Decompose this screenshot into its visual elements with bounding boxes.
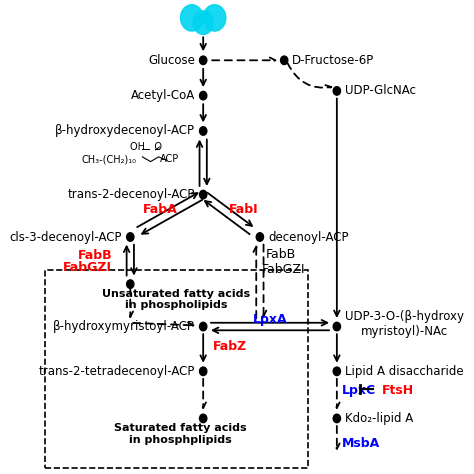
Text: FabB: FabB [77,249,112,262]
Bar [45,270,309,468]
Circle shape [203,5,226,31]
Text: FabGZI: FabGZI [262,263,305,275]
Text: Acetyl-CoA: Acetyl-CoA [131,89,195,102]
Circle shape [193,11,213,35]
Circle shape [333,367,340,375]
Text: CH₃-(CH₂)₁₀: CH₃-(CH₂)₁₀ [82,154,137,164]
Text: FabGZI: FabGZI [63,261,112,274]
Text: Lipid A disaccharide: Lipid A disaccharide [345,365,464,378]
Text: β-hydroxydecenoyl-ACP: β-hydroxydecenoyl-ACP [55,125,195,137]
Text: Kdo₂-lipid A: Kdo₂-lipid A [345,412,413,425]
Text: trans-2-decenoyl-ACP: trans-2-decenoyl-ACP [68,188,195,201]
Text: Saturated fatty acids
in phosphplipids: Saturated fatty acids in phosphplipids [114,423,246,445]
Text: UDP-3-O-(β-hydroxy
myristoyl)-NAc: UDP-3-O-(β-hydroxy myristoyl)-NAc [345,310,464,338]
Text: LpxA: LpxA [253,313,287,326]
Text: ACP: ACP [160,154,179,164]
Circle shape [200,91,207,100]
Circle shape [181,5,203,31]
Circle shape [200,191,207,199]
Text: β-hydroxymyristoyl-ACP: β-hydroxymyristoyl-ACP [53,320,195,333]
Circle shape [127,233,134,241]
Text: UDP-GlcNAc: UDP-GlcNAc [345,84,416,98]
Circle shape [333,414,340,423]
Text: OH   O: OH O [130,143,163,153]
Circle shape [200,56,207,64]
Circle shape [333,322,340,331]
Circle shape [200,127,207,135]
Text: cls-3-decenoyl-ACP: cls-3-decenoyl-ACP [9,230,122,244]
Text: Glucose: Glucose [148,54,195,67]
Text: FabB: FabB [266,248,296,261]
Circle shape [200,322,207,331]
Text: LpxC: LpxC [342,383,376,397]
Circle shape [200,414,207,423]
Text: Unsaturated fatty acids
in phospholipids: Unsaturated fatty acids in phospholipids [102,289,250,310]
Circle shape [256,233,264,241]
Text: decenoyl-ACP: decenoyl-ACP [268,230,348,244]
Text: FtsH: FtsH [382,383,413,397]
Circle shape [333,87,340,95]
Text: D-Fructose-6P: D-Fructose-6P [292,54,374,67]
Text: FabI: FabI [229,203,258,216]
Text: FabA: FabA [143,203,178,216]
Circle shape [200,367,207,375]
Circle shape [127,280,134,288]
Text: MsbA: MsbA [342,437,380,450]
Text: FabZ: FabZ [213,340,247,353]
Circle shape [281,56,288,64]
Text: trans-2-tetradecenoyl-ACP: trans-2-tetradecenoyl-ACP [39,365,195,378]
